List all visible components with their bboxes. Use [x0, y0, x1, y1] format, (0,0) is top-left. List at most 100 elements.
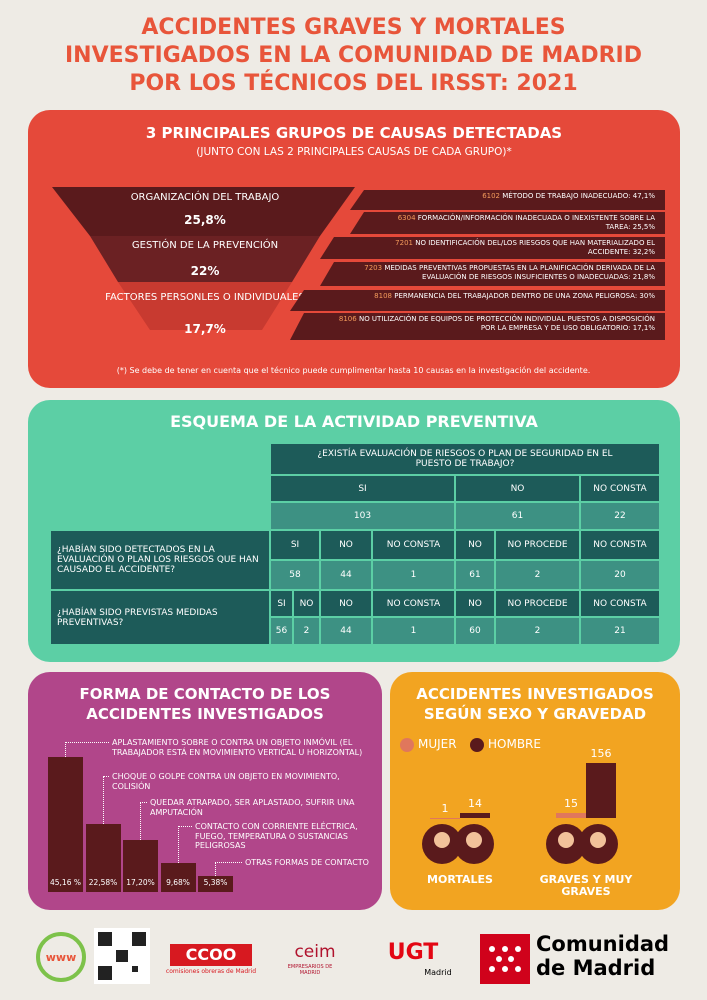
legend-dot	[400, 738, 414, 752]
gender-title: ACCIDENTES INVESTIGADOS SEGÚN SEXO Y GRA…	[416, 685, 654, 723]
sub-header: SI	[270, 590, 293, 617]
cause-code: 7203	[364, 264, 383, 272]
cause-text: NO IDENTIFICACIÓN DEL/LOS RIESGOS QUE HA…	[415, 239, 655, 256]
sub-header: NO CONSTA	[372, 530, 455, 560]
sub-value: 20	[580, 560, 660, 590]
funnel	[52, 187, 355, 330]
group-label: MORTALES	[427, 873, 493, 886]
leader	[215, 862, 242, 876]
page-title: ACCIDENTES GRAVES Y MORTALES INVESTIGADO…	[65, 15, 642, 96]
contact-value: 5,38%	[203, 878, 228, 887]
sub-header: NO	[320, 590, 372, 617]
gender-bar	[556, 812, 586, 818]
cause-code: 7201	[395, 239, 413, 247]
column-total: 61	[455, 502, 580, 530]
madrid-flag	[480, 934, 530, 984]
gender-value: 15	[564, 796, 578, 810]
legend-dot	[470, 738, 484, 752]
ugt-sub: Madrid	[424, 968, 452, 977]
sub-value: 60	[455, 617, 495, 645]
web-icon[interactable]: www	[36, 932, 86, 982]
cause-code: 6102	[482, 192, 501, 200]
sub-header: NO PROCEDE	[495, 530, 580, 560]
cam-logo: Comunidad de Madrid	[536, 932, 670, 980]
contact-title: FORMA DE CONTACTO DE LOS ACCIDENTES INVE…	[79, 685, 331, 723]
sub-value: 2	[293, 617, 320, 645]
cause-text: PERMANENCIA DEL TRABAJADOR DENTRO DE UNA…	[394, 292, 655, 300]
sub-value: 2	[495, 617, 580, 645]
group-value: 22%	[190, 264, 220, 278]
legend-label: HOMBRE	[488, 737, 541, 751]
sub-value: 56	[270, 617, 293, 645]
sub-header: NO	[455, 590, 495, 617]
gender-panel	[390, 672, 680, 910]
group-value: 25,8%	[184, 213, 226, 227]
sub-header: NO	[293, 590, 320, 617]
contact-value: 22,58%	[88, 878, 118, 887]
sub-value: 2	[495, 560, 580, 590]
sub-header: NO CONSTA	[372, 590, 455, 617]
sub-header: NO	[455, 530, 495, 560]
causes-title: 3 PRINCIPALES GRUPOS DE CAUSAS DETECTADA…	[145, 124, 563, 142]
column-total: 22	[580, 502, 660, 530]
contact-label: APLASTAMIENTO SOBRE O CONTRA UN OBJETO I…	[112, 738, 363, 757]
row-label: ¿HABÍAN SIDO DETECTADOS EN LA EVALUACIÓN…	[50, 530, 270, 590]
contact-bar	[123, 840, 158, 892]
sub-value: 21	[580, 617, 660, 645]
column-header: NO	[455, 475, 580, 502]
sub-value: 1	[372, 560, 455, 590]
column-header: SI	[270, 475, 455, 502]
sub-header: SI	[270, 530, 320, 560]
cause-text: NO UTILIZACIÓN DE EQUIPOS DE PROTECCIÓN …	[358, 315, 655, 332]
contact-label: CHOQUE O GOLPE CONTRA UN OBJETO EN MOVIM…	[112, 772, 340, 791]
contact-value: 45,16 %	[50, 878, 81, 887]
cause-code: 8106	[338, 315, 357, 323]
qr-code	[94, 928, 150, 984]
sub-value: 61	[455, 560, 495, 590]
sub-header: NO	[320, 530, 372, 560]
ceim-logo: ceim	[294, 942, 336, 962]
sub-header: NO PROCEDE	[495, 590, 580, 617]
ccoo-logo: CCOO	[170, 944, 252, 966]
causes-subtitle: (JUNTO CON LAS 2 PRINCIPALES CAUSAS DE C…	[196, 146, 512, 158]
gender-value: 156	[590, 747, 612, 761]
cause-row: 8106 NO UTILIZACIÓN DE EQUIPOS DE PROTEC…	[290, 313, 665, 340]
gender-bar	[586, 763, 616, 818]
legend-label: MUJER	[418, 737, 457, 751]
footnote: (*) Se debe de tener en cuenta que el té…	[116, 366, 591, 375]
ceim-sub: EMPRESARIOS DE MADRID	[287, 964, 333, 976]
group-value: 17,7%	[184, 322, 226, 336]
group-name: GESTIÓN DE LA PREVENCIÓN	[131, 240, 279, 251]
cause-row: 6304 FORMACIÓN/INFORMACIÓN INADECUADA O …	[350, 212, 665, 234]
gender-value: 1	[441, 801, 449, 815]
group-name: ORGANIZACIÓN DEL TRABAJO	[130, 192, 280, 203]
contact-bar	[198, 875, 233, 892]
leader	[65, 742, 109, 757]
cause-text: MEDIDAS PREVENTIVAS PROPUESTAS EN LA PLA…	[384, 264, 655, 281]
cause-code: 6304	[397, 214, 416, 222]
contact-bar	[85, 824, 121, 892]
contact-label: OTRAS FORMAS DE CONTACTO	[245, 858, 369, 867]
cause-text: MÉTODO DE TRABAJO INADECUADO: 47,1%	[502, 192, 655, 200]
cause-row: 7201 NO IDENTIFICACIÓN DEL/LOS RIESGOS Q…	[320, 237, 665, 259]
cause-row: 7203 MEDIDAS PREVENTIVAS PROPUESTAS EN L…	[320, 262, 665, 286]
contact-bar	[160, 862, 196, 892]
ugt-logo: UGT	[387, 940, 439, 965]
sub-value: 1	[372, 617, 455, 645]
activity-title: ESQUEMA DE LA ACTIVIDAD PREVENTIVA	[170, 412, 538, 431]
cause-code: 8108	[374, 292, 392, 300]
question: ¿EXISTÍA EVALUACIÓN DE RIESGOS O PLAN DE…	[270, 443, 660, 475]
group-label: GRAVES Y MUY GRAVES	[539, 873, 633, 898]
group-name: FACTORES PERSONLES O INDIVIDUALES	[105, 292, 305, 303]
contact-label: QUEDAR ATRAPADO, SER APLASTADO, SUFRIR U…	[150, 798, 355, 817]
cause-text: FORMACIÓN/INFORMACIÓN INADECUADA O INEXI…	[417, 214, 655, 231]
cause-row: 8108 PERMANENCIA DEL TRABAJADOR DENTRO D…	[290, 290, 665, 311]
gender-bar	[460, 813, 490, 818]
leader	[177, 826, 192, 863]
row-label: ¿HABÍAN SIDO PREVISTAS MEDIDAS PREVENTIV…	[50, 590, 270, 645]
ccoo-sub: comisiones obreras de Madrid	[165, 968, 257, 975]
gender-value: 14	[468, 797, 482, 811]
cause-row: 6102 MÉTODO DE TRABAJO INADECUADO: 47,1%	[350, 190, 665, 210]
column-header: NO CONSTA	[580, 475, 660, 502]
